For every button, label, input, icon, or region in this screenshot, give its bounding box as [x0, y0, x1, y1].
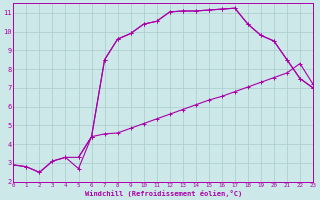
X-axis label: Windchill (Refroidissement éolien,°C): Windchill (Refroidissement éolien,°C)	[84, 190, 242, 197]
